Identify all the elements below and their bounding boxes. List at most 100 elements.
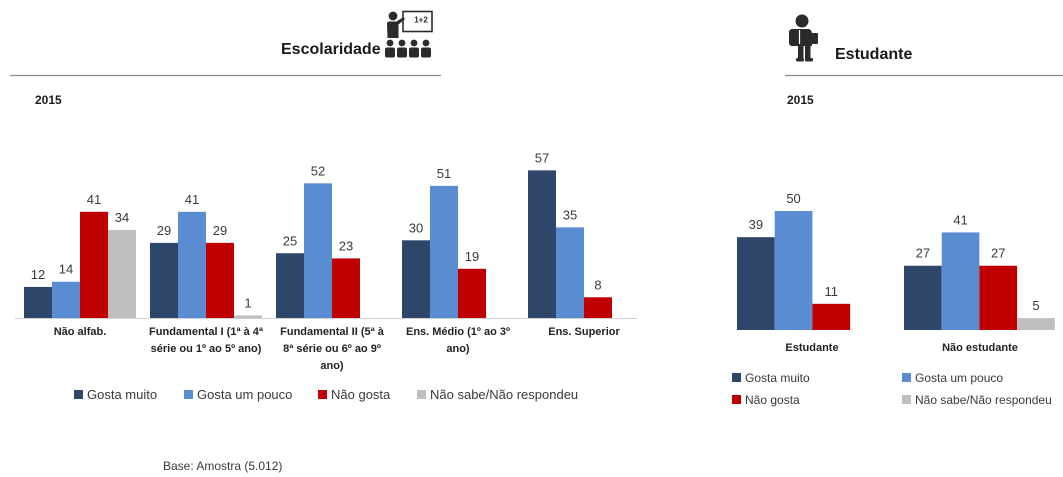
- student-icon-shoe: [796, 58, 804, 62]
- bar: [556, 227, 584, 318]
- student-backpack-icon: [789, 14, 818, 62]
- bar: [304, 183, 332, 318]
- legend-item: Gosta um pouco: [902, 371, 1003, 385]
- student-icon-head: [795, 14, 809, 28]
- category-label: Não estudante: [942, 342, 1018, 354]
- chart-year: 2015: [787, 93, 814, 107]
- legend-swatch: [732, 395, 741, 404]
- bar: [108, 229, 136, 318]
- bar: [80, 211, 108, 318]
- legend-label: Gosta muito: [745, 371, 810, 385]
- legend-swatch: [184, 390, 193, 399]
- data-label: 34: [115, 210, 129, 225]
- data-label: 41: [185, 192, 199, 207]
- data-label: 23: [339, 238, 353, 253]
- legend-item: Não gosta: [318, 387, 391, 402]
- legend-item: Não sabe/Não respondeu: [902, 393, 1052, 407]
- legend-item: Gosta muito: [74, 387, 157, 402]
- bar: [979, 265, 1018, 330]
- category-label: Ens. Superior: [548, 326, 620, 338]
- escolaridade-panel: Escolaridade 1+2 2015: [10, 10, 637, 402]
- student-body: [385, 47, 395, 58]
- legend-item: Gosta muito: [732, 371, 810, 385]
- students-row: [385, 39, 431, 58]
- blackboard-text: 1+2: [414, 16, 428, 25]
- category-label: Fundamental I (1ª à 4ª série ou 1º ao 5º…: [149, 326, 263, 355]
- teacher-classroom-icon: 1+2: [385, 10, 433, 58]
- bar: [332, 258, 360, 318]
- legend-swatch: [417, 390, 426, 399]
- data-label: 29: [213, 223, 227, 238]
- data-label: 19: [465, 249, 479, 264]
- data-label: 39: [749, 217, 763, 232]
- legend: Gosta muito Gosta um pouco Não gosta Não sa…: [732, 371, 1052, 407]
- student-icon-backpack: [789, 29, 799, 46]
- student-head: [386, 39, 394, 47]
- data-label: 57: [535, 150, 549, 165]
- data-label: 41: [953, 212, 967, 227]
- data-label: 27: [916, 246, 930, 261]
- bar: [234, 315, 262, 318]
- student-body: [409, 47, 419, 58]
- chart-title: Escolaridade: [281, 41, 381, 58]
- bar: [402, 240, 430, 318]
- legend-label: Não sabe/Não respondeu: [430, 387, 578, 402]
- student-icon-book: [810, 33, 818, 44]
- legend-label: Não gosta: [331, 387, 391, 402]
- data-label: 14: [59, 262, 73, 277]
- data-label: 30: [409, 220, 423, 235]
- teacher-head: [388, 11, 398, 21]
- legend-label: Não gosta: [745, 393, 800, 407]
- bar: [737, 237, 775, 330]
- bar: [276, 253, 304, 318]
- chart-year: 2015: [35, 93, 62, 107]
- student-body: [397, 47, 407, 58]
- data-label: 41: [87, 192, 101, 207]
- data-label: 29: [157, 223, 171, 238]
- legend-item: Não sabe/Não respondeu: [417, 387, 578, 402]
- bar: [430, 185, 458, 318]
- data-label: 50: [786, 191, 800, 206]
- student-head: [422, 39, 430, 47]
- bar: [52, 281, 80, 318]
- bar: [528, 170, 556, 318]
- data-label: 12: [31, 267, 45, 282]
- legend-label: Gosta muito: [87, 387, 157, 402]
- teacher-body: [387, 17, 405, 38]
- category-label: Não alfab.: [53, 326, 107, 338]
- estudante-panel: Estudante 2015 39 27 50 41 11 27 5 Gosta muito…: [732, 14, 1063, 407]
- legend-swatch: [74, 390, 83, 399]
- data-label: 35: [563, 207, 577, 222]
- legend-swatch: [732, 373, 741, 382]
- bar: [774, 211, 813, 330]
- data-label: 52: [311, 163, 325, 178]
- student-icon-leg: [798, 46, 804, 59]
- data-label-group: 39 27 50 41 11 27 5: [749, 191, 1040, 313]
- bar: [1017, 318, 1055, 330]
- bar-group: [737, 211, 1055, 330]
- legend: Gosta muito Gosta um pouco Não gosta Não sa…: [74, 387, 578, 402]
- bar: [941, 232, 980, 330]
- blackboard-shape: [402, 10, 433, 33]
- bar: [584, 297, 612, 318]
- category-label: Fundamental II (5ª à 8ª série ou 6º ao 9…: [280, 326, 384, 372]
- data-label: 5: [1032, 298, 1039, 313]
- bar: [458, 268, 486, 318]
- legend-item: Não gosta: [732, 393, 800, 407]
- legend-swatch: [902, 395, 911, 404]
- legend-label: Gosta um pouco: [197, 387, 292, 402]
- legend-label: Não sabe/Não respondeu: [915, 393, 1052, 407]
- student-body: [421, 47, 431, 58]
- data-label: 11: [825, 284, 839, 299]
- legend-label: Gosta um pouco: [915, 371, 1003, 385]
- student-head: [398, 39, 406, 47]
- data-label-group: 12 29 25 30 57 14 41 52 51 35 41 29 23 19 8 34 1: [31, 150, 602, 310]
- student-icon-leg: [805, 46, 811, 59]
- data-label: 27: [991, 246, 1005, 261]
- bar: [178, 211, 206, 318]
- legend-swatch: [902, 373, 911, 382]
- bar: [812, 303, 851, 330]
- base-note: Base: Amostra (5.012): [163, 459, 282, 473]
- bar: [150, 242, 178, 318]
